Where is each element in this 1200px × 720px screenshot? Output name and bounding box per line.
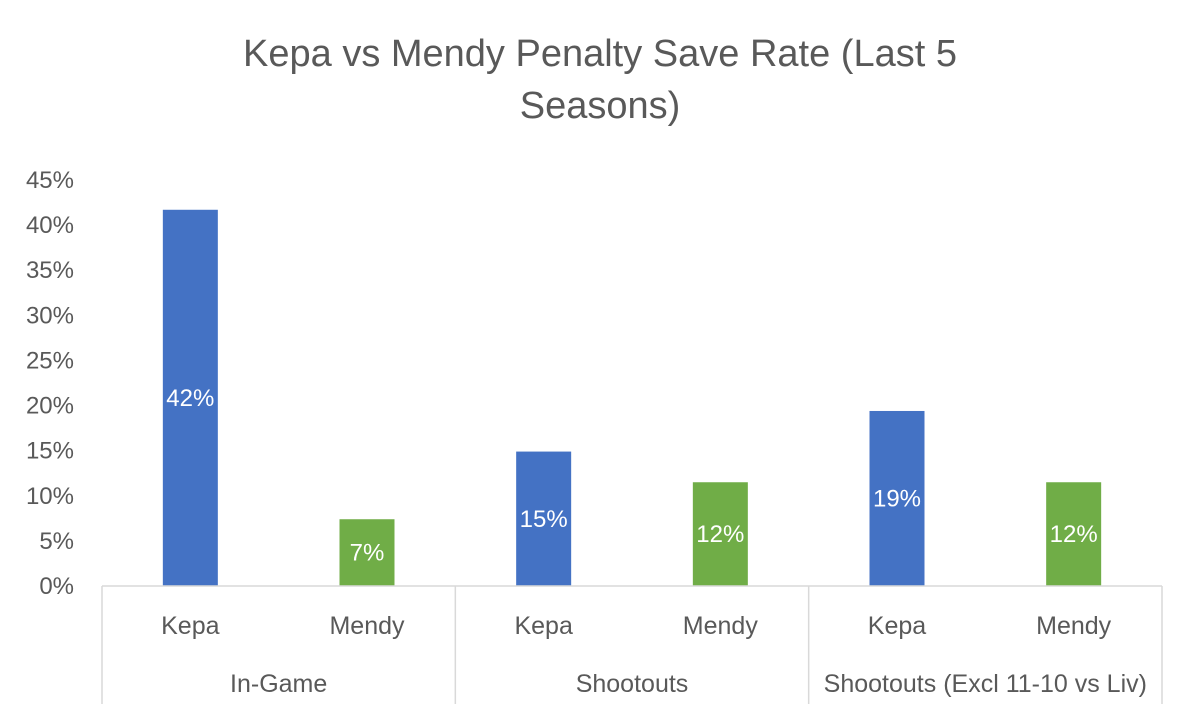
x-category-label: Mendy: [683, 612, 759, 640]
bar-mendy: [339, 519, 395, 586]
x-category-label: Kepa: [868, 612, 926, 640]
x-group-label: Shootouts (Excl 11-10 vs Liv): [824, 670, 1147, 698]
x-category-label: Kepa: [161, 612, 219, 640]
y-tick-label: 40%: [26, 212, 74, 239]
bar-kepa: [162, 209, 218, 587]
x-category-label: Kepa: [514, 612, 572, 640]
data-label: 15%: [520, 506, 568, 533]
bar-kepa: [516, 451, 572, 586]
y-axis: 0% 5% 10% 15% 20% 25% 30% 35% 40% 45%: [26, 167, 74, 600]
y-tick-label: 45%: [26, 167, 74, 194]
data-label: 12%: [696, 521, 744, 548]
x-axis: Kepa Mendy In-Game Kepa Mendy Shootouts Kepa Me…: [101, 585, 1163, 704]
y-tick-label: 10%: [26, 483, 74, 510]
y-tick-label: 15%: [26, 438, 74, 465]
bar-mendy: [692, 482, 748, 586]
chart-title-line-2: Seasons): [519, 85, 681, 127]
data-label: 12%: [1050, 521, 1098, 548]
data-label: 42%: [166, 385, 214, 412]
y-tick-label: 20%: [26, 393, 74, 420]
y-tick-label: 25%: [26, 347, 74, 374]
chart-title: Kepa vs Mendy Penalty Save Rate (Last 5 …: [0, 28, 1200, 132]
y-tick-label: 5%: [39, 528, 74, 555]
y-tick-label: 35%: [26, 257, 74, 284]
data-label: 7%: [350, 540, 385, 567]
bar-kepa: [869, 410, 925, 586]
x-category-label: Mendy: [329, 612, 405, 640]
x-group-label: In-Game: [230, 670, 327, 698]
data-label: 19%: [873, 485, 921, 512]
y-tick-label: 30%: [26, 302, 74, 329]
x-category-label: Mendy: [1036, 612, 1112, 640]
bars: 42% 7% 15% 12% 19% 12%: [162, 209, 1102, 587]
x-group-label: Shootouts: [576, 670, 689, 698]
bar-mendy: [1046, 482, 1102, 586]
y-tick-label: 0%: [39, 573, 74, 600]
chart-title-line-1: Kepa vs Mendy Penalty Save Rate (Last 5: [243, 33, 957, 75]
